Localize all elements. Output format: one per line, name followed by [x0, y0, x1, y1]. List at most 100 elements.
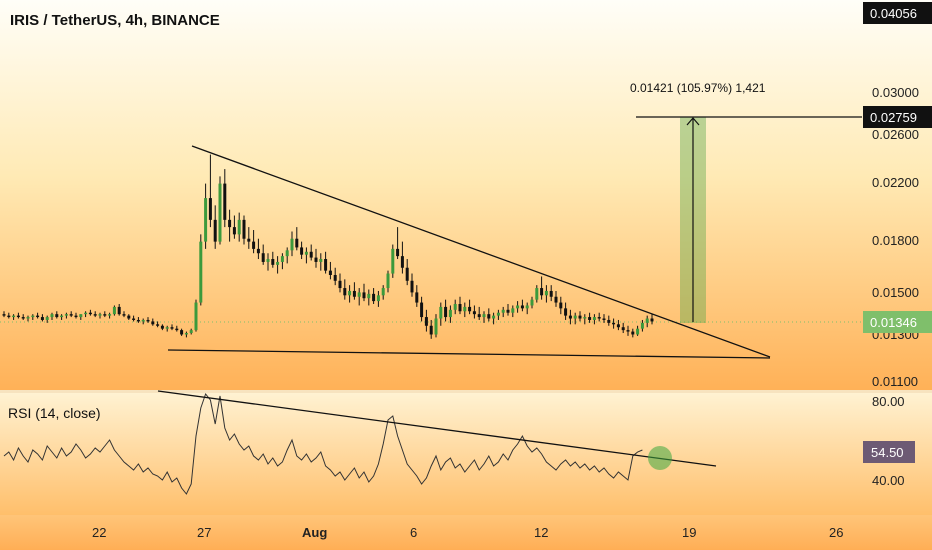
price-axis[interactable]: 0.03000 0.02600 0.02200 0.01800 0.01500 … [872, 85, 919, 389]
candle-body [122, 314, 126, 316]
candle [223, 169, 227, 228]
candle-body [300, 247, 304, 255]
candle-body [21, 317, 25, 319]
candle-body [496, 312, 500, 316]
candle-body [592, 317, 596, 320]
candle [108, 312, 112, 319]
candle [636, 325, 640, 336]
panel-separator[interactable] [0, 390, 932, 393]
candle [434, 314, 438, 338]
candle-body [468, 306, 472, 312]
candle [583, 314, 587, 325]
candle [194, 299, 198, 332]
candle-body [194, 302, 198, 331]
candle-body [597, 317, 601, 319]
candle [117, 304, 121, 316]
candle-body [127, 315, 131, 319]
candle [343, 279, 347, 300]
candle-body [540, 288, 544, 296]
candle-body [448, 309, 452, 318]
candle [616, 319, 620, 331]
candle-body [352, 290, 356, 297]
candle [31, 314, 35, 320]
candle-body [621, 327, 625, 331]
candle [276, 256, 280, 274]
candle [156, 321, 160, 328]
candle-body [165, 327, 169, 329]
price-trendlines[interactable] [167, 145, 771, 359]
candle [453, 299, 457, 315]
candle-body [631, 331, 635, 335]
candle [295, 227, 299, 251]
candle-body [45, 317, 49, 320]
candle [338, 273, 342, 293]
candle [64, 312, 68, 319]
candle [12, 314, 16, 320]
time-axis[interactable]: 22 27 Aug 6 12 19 26 [92, 525, 843, 540]
current-price-badge: 0.01346 [870, 315, 917, 330]
candle-body [256, 248, 260, 254]
candle-body [559, 302, 563, 309]
candle-body [261, 253, 265, 262]
candle-body [108, 314, 112, 316]
candle-body [444, 306, 448, 318]
candle-body [357, 292, 361, 297]
candle [568, 309, 572, 325]
candle-body [626, 330, 630, 332]
candle [127, 314, 131, 320]
candle-body [218, 183, 222, 242]
candle-body [314, 257, 318, 262]
candle-body [16, 315, 20, 318]
candle [540, 276, 544, 300]
candle [348, 285, 352, 303]
candle-body [640, 322, 644, 329]
candle-body [439, 306, 443, 319]
candle [290, 231, 294, 257]
candle [50, 312, 54, 320]
candle-body [348, 290, 352, 296]
candle [252, 230, 256, 254]
candle-body [12, 315, 16, 318]
candle-body [50, 314, 54, 318]
candle-body [247, 238, 251, 242]
candle [357, 288, 361, 306]
candle-body [530, 299, 534, 306]
candle-body [554, 296, 558, 303]
candle-body [405, 267, 409, 281]
candle [103, 311, 107, 318]
candle-body [400, 256, 404, 268]
price-panel-bg [0, 0, 932, 390]
candle-body [117, 306, 121, 315]
candle [429, 319, 433, 339]
candle-body [242, 219, 246, 239]
candle [333, 267, 337, 286]
candle-body [372, 293, 376, 302]
candle-body [295, 238, 299, 248]
time-tick: 6 [410, 525, 417, 540]
rsi-tick: 40.00 [872, 473, 905, 488]
candle [554, 290, 558, 307]
candle-body [151, 321, 155, 325]
trendline-upper[interactable] [191, 145, 771, 358]
candle-body [482, 314, 486, 318]
candle [386, 270, 390, 293]
candle [122, 311, 126, 318]
candle [324, 251, 328, 274]
candle-body [549, 290, 553, 297]
candle-body [381, 288, 385, 296]
rsi-layer [3, 390, 717, 495]
candle-body [276, 261, 280, 265]
candle [439, 302, 443, 326]
candle-body [616, 324, 620, 328]
candle-body [568, 315, 572, 319]
candle [352, 282, 356, 300]
candle [141, 318, 145, 325]
rsi-trendline[interactable] [157, 390, 717, 467]
rsi-breakout-highlight[interactable] [648, 446, 672, 470]
trendline-lower[interactable] [167, 349, 771, 359]
rsi-line [3, 392, 643, 495]
candle [564, 302, 568, 320]
candle-body [420, 302, 424, 318]
candle [88, 309, 92, 316]
